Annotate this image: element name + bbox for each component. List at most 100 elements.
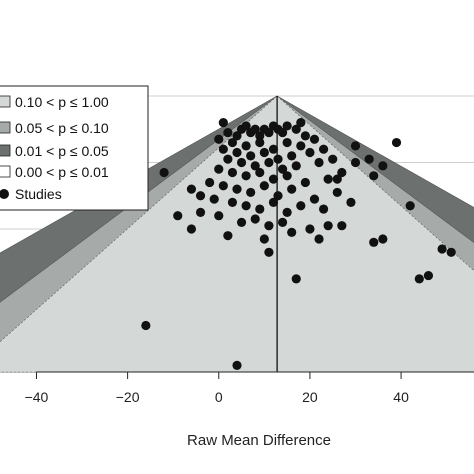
study-point bbox=[264, 221, 274, 231]
study-point bbox=[255, 204, 265, 214]
x-tick-label: 20 bbox=[302, 389, 318, 405]
study-point bbox=[214, 211, 224, 221]
study-point bbox=[195, 207, 206, 217]
study-point bbox=[369, 237, 379, 247]
study-point bbox=[214, 164, 224, 174]
study-point bbox=[241, 141, 251, 151]
x-tick-label: 0 bbox=[215, 389, 223, 405]
study-point bbox=[277, 164, 288, 174]
study-point bbox=[296, 141, 306, 151]
study-point bbox=[218, 181, 228, 191]
legend-label-3: 0.00 < p ≤ 0.01 bbox=[15, 164, 109, 180]
study-point bbox=[236, 217, 247, 227]
study-point bbox=[414, 274, 424, 284]
study-point bbox=[250, 161, 260, 171]
study-point bbox=[232, 360, 242, 370]
study-point bbox=[264, 157, 274, 168]
study-point bbox=[287, 184, 297, 194]
study-point bbox=[264, 127, 274, 138]
study-point bbox=[314, 157, 324, 168]
study-point bbox=[282, 121, 292, 131]
x-tick-label: −20 bbox=[116, 389, 140, 405]
study-point bbox=[332, 174, 342, 184]
study-point bbox=[291, 161, 301, 171]
study-point bbox=[323, 221, 333, 231]
study-point bbox=[255, 137, 265, 148]
study-point bbox=[305, 224, 315, 234]
study-point bbox=[268, 144, 279, 154]
legend-frame bbox=[0, 85, 149, 211]
study-point bbox=[273, 191, 283, 201]
study-point bbox=[227, 137, 238, 148]
study-point bbox=[300, 177, 310, 188]
study-point bbox=[159, 167, 169, 178]
study-point bbox=[223, 127, 233, 138]
legend-swatch-2 bbox=[0, 144, 11, 157]
study-point bbox=[186, 184, 197, 194]
study-point bbox=[277, 217, 288, 227]
study-point bbox=[250, 214, 260, 224]
study-point bbox=[378, 161, 388, 171]
study-point bbox=[227, 197, 238, 208]
study-point bbox=[350, 157, 361, 168]
study-point bbox=[250, 124, 260, 134]
study-point bbox=[209, 194, 219, 204]
study-point bbox=[287, 227, 297, 237]
study-point bbox=[300, 131, 310, 141]
study-point bbox=[218, 144, 228, 154]
study-point bbox=[259, 181, 269, 191]
x-tick-label: −40 bbox=[25, 389, 49, 405]
study-point bbox=[268, 197, 279, 208]
study-point bbox=[364, 154, 374, 164]
study-point bbox=[186, 224, 197, 234]
study-point bbox=[423, 270, 434, 281]
study-point bbox=[241, 171, 251, 181]
study-point bbox=[277, 127, 288, 138]
study-point bbox=[391, 137, 402, 148]
study-point bbox=[350, 141, 361, 151]
study-point bbox=[314, 234, 324, 244]
legend-studies-marker bbox=[0, 189, 9, 199]
study-point bbox=[309, 194, 320, 204]
study-point bbox=[437, 244, 447, 254]
contour-region-2 bbox=[0, 95, 474, 373]
study-point bbox=[141, 320, 151, 331]
study-point bbox=[268, 174, 279, 184]
study-point bbox=[232, 147, 242, 158]
study-point bbox=[282, 137, 292, 148]
study-point bbox=[223, 154, 233, 164]
study-point bbox=[346, 197, 356, 208]
study-point bbox=[259, 234, 269, 244]
x-axis: −40 −20 0 20 40 bbox=[25, 371, 474, 405]
study-point bbox=[378, 234, 388, 244]
study-point bbox=[214, 134, 224, 144]
study-point bbox=[296, 118, 306, 128]
study-point bbox=[337, 167, 347, 178]
study-point bbox=[195, 191, 206, 201]
x-tick-label: 40 bbox=[393, 389, 409, 405]
study-point bbox=[446, 247, 456, 257]
study-point bbox=[246, 151, 256, 161]
legend-label-2: 0.01 < p ≤ 0.05 bbox=[15, 143, 109, 159]
legend-label-1: 0.05 < p ≤ 0.10 bbox=[15, 120, 109, 136]
legend-label-studies: Studies bbox=[15, 186, 62, 202]
legend-swatch-0 bbox=[0, 95, 11, 108]
study-point bbox=[259, 147, 269, 158]
study-point bbox=[332, 187, 342, 198]
study-points bbox=[141, 118, 456, 370]
study-point bbox=[255, 131, 265, 141]
study-point bbox=[232, 131, 242, 141]
study-point bbox=[227, 167, 238, 178]
study-point bbox=[255, 167, 265, 178]
study-point bbox=[223, 231, 233, 241]
study-point bbox=[305, 147, 315, 158]
study-point bbox=[173, 211, 183, 221]
study-point bbox=[205, 177, 215, 188]
study-point bbox=[241, 121, 251, 131]
study-point bbox=[323, 174, 333, 184]
study-point bbox=[405, 201, 415, 211]
study-point bbox=[236, 157, 247, 168]
legend-label-0: 0.10 < p ≤ 1.00 bbox=[15, 94, 109, 110]
study-point bbox=[369, 171, 379, 181]
